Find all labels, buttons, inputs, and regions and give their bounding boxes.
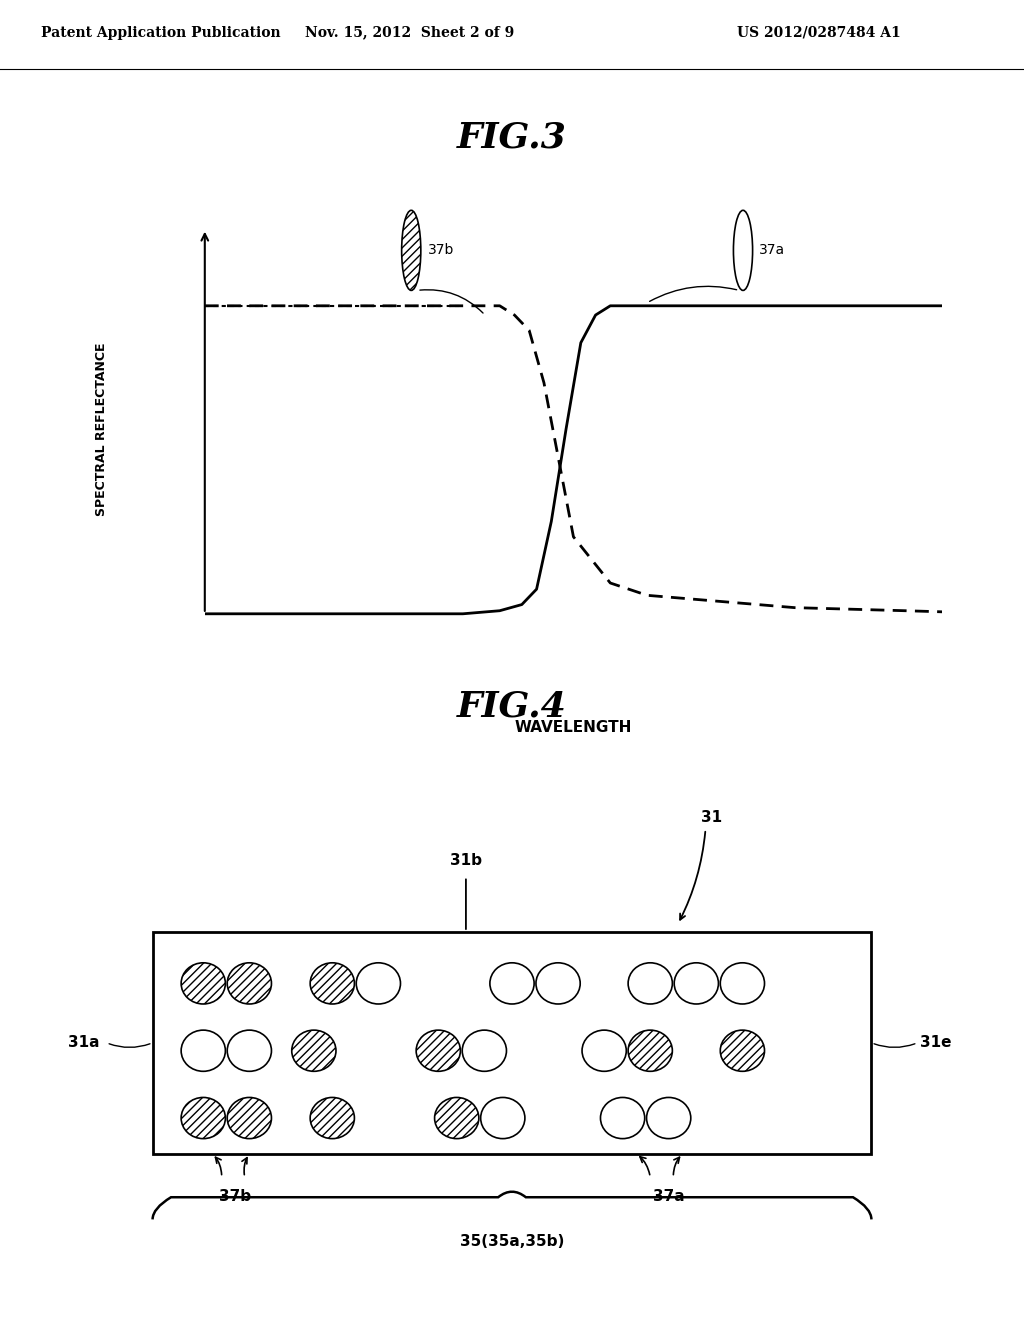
Text: WAVELENGTH: WAVELENGTH [515, 721, 632, 735]
Text: 37b: 37b [427, 243, 454, 257]
Ellipse shape [462, 1030, 507, 1072]
Ellipse shape [227, 1097, 271, 1139]
Text: 31a: 31a [68, 1035, 99, 1051]
Ellipse shape [600, 1097, 645, 1139]
Text: 31e: 31e [921, 1035, 951, 1051]
Ellipse shape [310, 1097, 354, 1139]
Ellipse shape [720, 962, 765, 1005]
Ellipse shape [181, 962, 225, 1005]
Ellipse shape [628, 1030, 673, 1072]
Ellipse shape [536, 962, 581, 1005]
Text: 35(35a,35b): 35(35a,35b) [460, 1234, 564, 1249]
Ellipse shape [181, 1030, 225, 1072]
Text: Nov. 15, 2012  Sheet 2 of 9: Nov. 15, 2012 Sheet 2 of 9 [305, 25, 514, 40]
Ellipse shape [227, 1030, 271, 1072]
Ellipse shape [720, 1030, 765, 1072]
Circle shape [401, 210, 421, 290]
Text: US 2012/0287484 A1: US 2012/0287484 A1 [737, 25, 901, 40]
Text: FIG.4: FIG.4 [457, 689, 567, 723]
Text: 31: 31 [701, 809, 722, 825]
Text: Patent Application Publication: Patent Application Publication [41, 25, 281, 40]
Ellipse shape [674, 962, 719, 1005]
Text: SPECTRAL REFLECTANCE: SPECTRAL REFLECTANCE [95, 342, 109, 516]
Ellipse shape [292, 1030, 336, 1072]
Ellipse shape [480, 1097, 525, 1139]
Ellipse shape [356, 962, 400, 1005]
Text: FIG.3: FIG.3 [457, 120, 567, 154]
Ellipse shape [582, 1030, 627, 1072]
Ellipse shape [628, 962, 673, 1005]
Text: 37a: 37a [759, 243, 785, 257]
Ellipse shape [489, 962, 535, 1005]
Ellipse shape [416, 1030, 461, 1072]
Ellipse shape [227, 962, 271, 1005]
Circle shape [733, 210, 753, 290]
Ellipse shape [310, 962, 354, 1005]
FancyBboxPatch shape [153, 932, 871, 1154]
Ellipse shape [646, 1097, 691, 1139]
Text: 37a: 37a [653, 1189, 684, 1204]
Text: 37b: 37b [219, 1189, 252, 1204]
Text: 31b: 31b [450, 853, 482, 869]
Ellipse shape [181, 1097, 225, 1139]
Ellipse shape [434, 1097, 479, 1139]
